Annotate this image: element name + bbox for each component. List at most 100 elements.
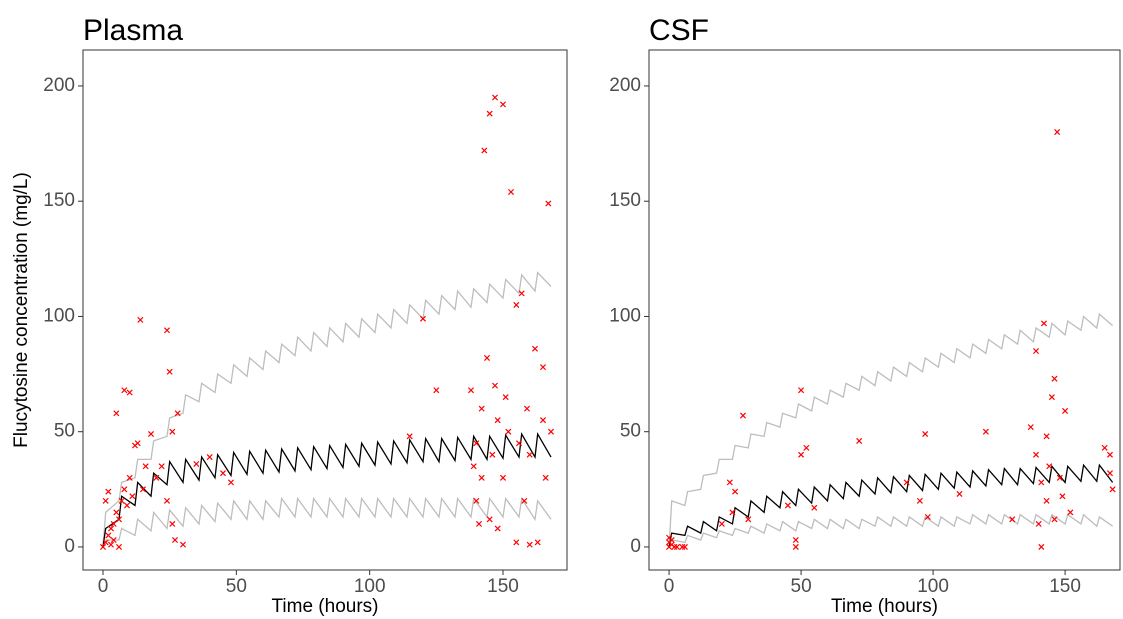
observation (110, 537, 117, 544)
observation (1035, 520, 1042, 527)
y-tick-label: 50 (54, 421, 75, 442)
prediction-line (668, 513, 1113, 548)
observation (1054, 129, 1061, 136)
observation (129, 493, 136, 500)
observation (792, 543, 799, 550)
observation (115, 543, 123, 550)
observation (739, 412, 747, 419)
observation (513, 301, 520, 308)
observation (139, 486, 147, 493)
observation (163, 327, 171, 334)
x-tick-label: 0 (98, 576, 109, 597)
observation (1038, 543, 1045, 550)
observation (113, 509, 120, 516)
observation (1009, 516, 1016, 523)
x-tick-label: 50 (791, 576, 812, 597)
observation (419, 315, 427, 322)
y-tick-label: 50 (620, 421, 641, 442)
x-tick-label: 0 (664, 576, 675, 597)
observation (668, 537, 675, 544)
observation (542, 474, 549, 481)
prediction-line (668, 312, 1114, 547)
observation (526, 451, 533, 458)
observation (539, 417, 547, 424)
observation (1106, 470, 1113, 477)
prediction-line (102, 496, 552, 548)
observation (1059, 493, 1066, 500)
x-tick-label: 100 (917, 576, 949, 597)
observation (922, 430, 929, 438)
prediction-line (102, 431, 552, 548)
observation (126, 474, 133, 481)
observation (982, 428, 989, 435)
observation (107, 525, 115, 532)
x-tick-label: 150 (1049, 576, 1081, 597)
observation (174, 410, 181, 417)
observation (169, 520, 176, 527)
plot-frame (82, 49, 568, 571)
observation (483, 354, 491, 361)
observation (1043, 433, 1050, 440)
observation (534, 539, 541, 546)
observation (507, 188, 515, 196)
x-tick-label: 50 (226, 576, 247, 597)
observation (137, 316, 144, 323)
x-tick-label: 150 (487, 576, 519, 597)
observation (179, 541, 187, 548)
observation (121, 387, 128, 394)
observation (916, 497, 923, 504)
observation (193, 460, 200, 467)
observation (803, 444, 810, 451)
observation (784, 502, 791, 509)
observation (478, 405, 485, 412)
observation (515, 440, 523, 447)
y-tick-label: 200 (43, 75, 75, 96)
y-tick-label: 150 (609, 190, 641, 211)
observation (142, 463, 149, 470)
observation (792, 537, 799, 544)
observation (163, 497, 171, 504)
observation (478, 474, 485, 481)
observation (473, 440, 480, 447)
observation (118, 497, 125, 504)
observation (115, 516, 123, 523)
observation (1062, 407, 1069, 414)
observation (219, 470, 227, 477)
y-tick-label: 0 (630, 536, 641, 557)
observation (1046, 463, 1053, 470)
observation (121, 486, 128, 493)
observation (1067, 509, 1074, 516)
y-axis-label: Flucytosine concentration (mg/L) (11, 172, 32, 448)
observation (729, 509, 736, 516)
observation (505, 428, 512, 435)
observation (1051, 516, 1058, 523)
observation (1040, 320, 1047, 327)
observation (102, 539, 109, 546)
observation (105, 532, 112, 539)
observation (726, 479, 733, 486)
observation (924, 513, 931, 521)
observation (513, 539, 520, 546)
observation (110, 520, 117, 527)
observation (481, 147, 488, 154)
observation (798, 387, 805, 394)
observation (467, 387, 475, 394)
observation (1033, 348, 1040, 355)
observation (1056, 474, 1063, 481)
observation (1051, 375, 1058, 382)
observation (105, 488, 112, 495)
observation (956, 490, 963, 497)
observation (206, 454, 213, 461)
observation (171, 537, 179, 544)
y-tick-label: 150 (43, 190, 75, 211)
observation (158, 463, 165, 470)
observation (475, 520, 483, 527)
observation (539, 364, 547, 371)
observation (521, 497, 528, 504)
observation (1106, 451, 1113, 458)
observation (486, 516, 493, 523)
observation (126, 389, 133, 396)
observation (531, 345, 539, 352)
observation (673, 543, 681, 550)
